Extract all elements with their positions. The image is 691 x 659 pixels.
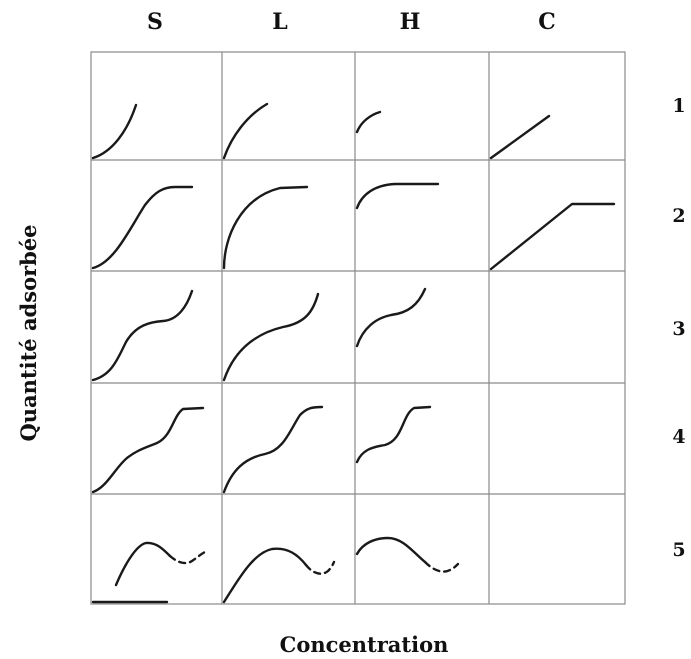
curve-h3 xyxy=(355,287,427,348)
curve-h2 xyxy=(355,182,440,210)
curve-h5-dashed xyxy=(423,560,460,573)
curve-c1 xyxy=(489,114,551,160)
row-label-5: 5 xyxy=(672,539,685,561)
curve-h5 xyxy=(355,536,427,564)
curve-l1 xyxy=(222,102,269,160)
column-label-h: H xyxy=(400,9,421,35)
grid xyxy=(90,51,626,605)
row-label-2: 2 xyxy=(672,205,685,227)
curve-h1 xyxy=(355,110,382,134)
curve-l5 xyxy=(222,547,308,604)
curve-s4 xyxy=(91,406,205,494)
curve-s5-dashed xyxy=(168,549,209,565)
y-axis-label: Quantité adsorbée xyxy=(16,224,41,441)
curve-l2 xyxy=(222,185,309,270)
column-label-s: S xyxy=(147,9,163,35)
curve-s2 xyxy=(91,185,194,270)
curve-h4 xyxy=(355,405,432,464)
curve-s1 xyxy=(91,103,138,160)
grid-border xyxy=(90,51,626,605)
curve-c2 xyxy=(489,202,616,271)
curve-l3 xyxy=(222,292,320,382)
row-label-3: 3 xyxy=(672,318,685,340)
x-axis-label: Concentration xyxy=(280,632,449,657)
curve-s3 xyxy=(91,289,194,382)
column-label-c: C xyxy=(538,9,556,35)
column-label-l: L xyxy=(272,9,287,35)
curve-l5-dashed xyxy=(304,560,336,575)
curve-l4 xyxy=(222,405,324,494)
row-label-1: 1 xyxy=(672,95,685,117)
row-label-4: 4 xyxy=(672,426,685,448)
curve-s5 xyxy=(114,541,172,587)
